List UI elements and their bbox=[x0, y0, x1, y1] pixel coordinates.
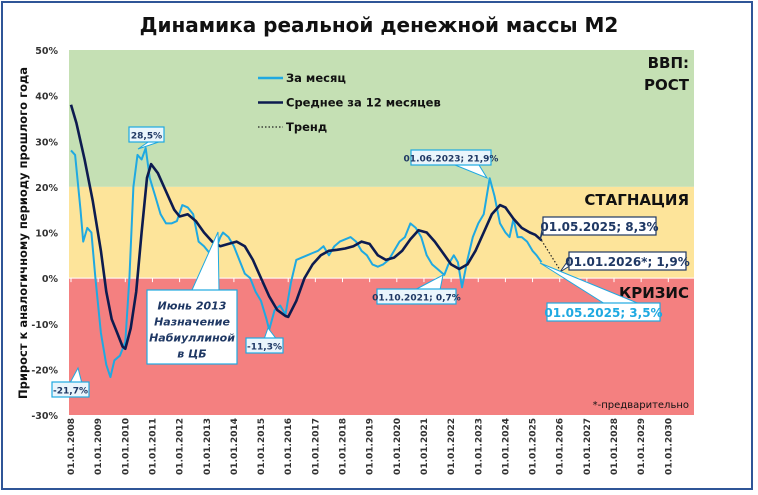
callout-box bbox=[546, 302, 661, 322]
callout-text: в ЦБ bbox=[177, 347, 206, 360]
y-axis-label: Прирост к аналогичному периоду прошлого … bbox=[16, 67, 30, 399]
callout-text: -11,3% bbox=[247, 342, 282, 352]
y-tick-label: 50% bbox=[35, 46, 58, 57]
zone-band bbox=[69, 50, 694, 187]
callout-box bbox=[128, 126, 165, 143]
zone-label: СТАГНАЦИЯ bbox=[584, 191, 689, 209]
chart-title: Динамика реальной денежной массы М2 bbox=[140, 13, 619, 37]
callout-box bbox=[376, 288, 457, 305]
footnote: *-предварительно bbox=[593, 400, 689, 411]
x-tick-label: 01.01.2022 bbox=[447, 418, 457, 475]
series-line-1 bbox=[70, 147, 543, 379]
y-tick-label: 40% bbox=[35, 92, 58, 103]
legend-label: Среднее за 12 месяцев bbox=[286, 96, 441, 110]
y-tick-label: 10% bbox=[35, 229, 58, 240]
callout-text: 28,5% bbox=[131, 131, 162, 141]
x-tick-label: 01.01.2013 bbox=[203, 418, 213, 475]
x-tick-label: 01.01.2020 bbox=[393, 418, 403, 475]
x-tick-label: 01.01.2027 bbox=[583, 418, 593, 475]
x-tick-label: 01.01.2024 bbox=[501, 418, 511, 475]
y-tick-label: -20% bbox=[31, 365, 58, 376]
x-tick-label: 01.01.2030 bbox=[664, 418, 674, 475]
x-tick-label: 01.01.2025 bbox=[529, 418, 539, 475]
x-tick-label: 01.01.2009 bbox=[94, 418, 104, 475]
x-tick-label: 01.01.2008 bbox=[67, 418, 77, 475]
callout-text: 01.01.2026*; 1,9% bbox=[565, 255, 689, 269]
x-tick-label: 01.01.2021 bbox=[420, 418, 430, 475]
x-tick-label: 01.01.2012 bbox=[176, 418, 186, 475]
x-tick-label: 01.01.2015 bbox=[257, 418, 267, 475]
y-tick-label: 0% bbox=[42, 274, 59, 285]
x-tick-label: 01.01.2010 bbox=[121, 418, 131, 475]
x-tick-label: 01.01.2026 bbox=[556, 418, 566, 475]
legend-label: Тренд bbox=[286, 120, 327, 134]
x-tick-label: 01.01.2011 bbox=[148, 418, 158, 475]
x-tick-label: 01.01.2028 bbox=[610, 418, 620, 475]
y-tick-label: 20% bbox=[35, 183, 58, 194]
callout-box bbox=[542, 216, 657, 236]
callout-text: 01.05.2025; 3,5% bbox=[544, 306, 662, 320]
callout-text: 01.10.2021; 0,7% bbox=[372, 293, 461, 303]
y-tick-label: -30% bbox=[31, 411, 58, 422]
series-line-3 bbox=[540, 239, 561, 270]
x-tick-label: 01.01.2016 bbox=[284, 418, 294, 475]
y-tick-label: -10% bbox=[31, 320, 58, 331]
zone-label: РОСТ bbox=[644, 76, 690, 94]
callout-text: Набиуллиной bbox=[149, 331, 235, 344]
callout-box bbox=[146, 289, 238, 365]
legend-label: За месяц bbox=[286, 71, 346, 85]
zone-label: ВВП: bbox=[648, 54, 689, 72]
callout-box bbox=[410, 149, 492, 166]
callout-text: 01.05.2025; 8,3% bbox=[540, 220, 658, 234]
callout-text: -21,7% bbox=[53, 386, 88, 396]
callout-box bbox=[245, 337, 284, 354]
x-tick-label: 01.01.2019 bbox=[366, 418, 376, 475]
callout-box bbox=[568, 251, 687, 271]
x-tick-label: 01.01.2029 bbox=[637, 418, 647, 475]
x-tick-label: 01.01.2017 bbox=[311, 418, 321, 475]
zone-label: КРИЗИС bbox=[619, 284, 689, 302]
x-tick-label: 01.01.2023 bbox=[474, 418, 484, 475]
callout-text: Июнь 2013 bbox=[158, 299, 227, 312]
callout-text: Назначение bbox=[154, 315, 230, 328]
x-tick-label: 01.01.2018 bbox=[339, 418, 349, 475]
x-tick-label: 01.01.2014 bbox=[230, 418, 240, 475]
callout-text: 01.06.2023; 21,9% bbox=[404, 154, 499, 164]
callout-box bbox=[51, 381, 90, 398]
y-tick-label: 30% bbox=[35, 137, 58, 148]
